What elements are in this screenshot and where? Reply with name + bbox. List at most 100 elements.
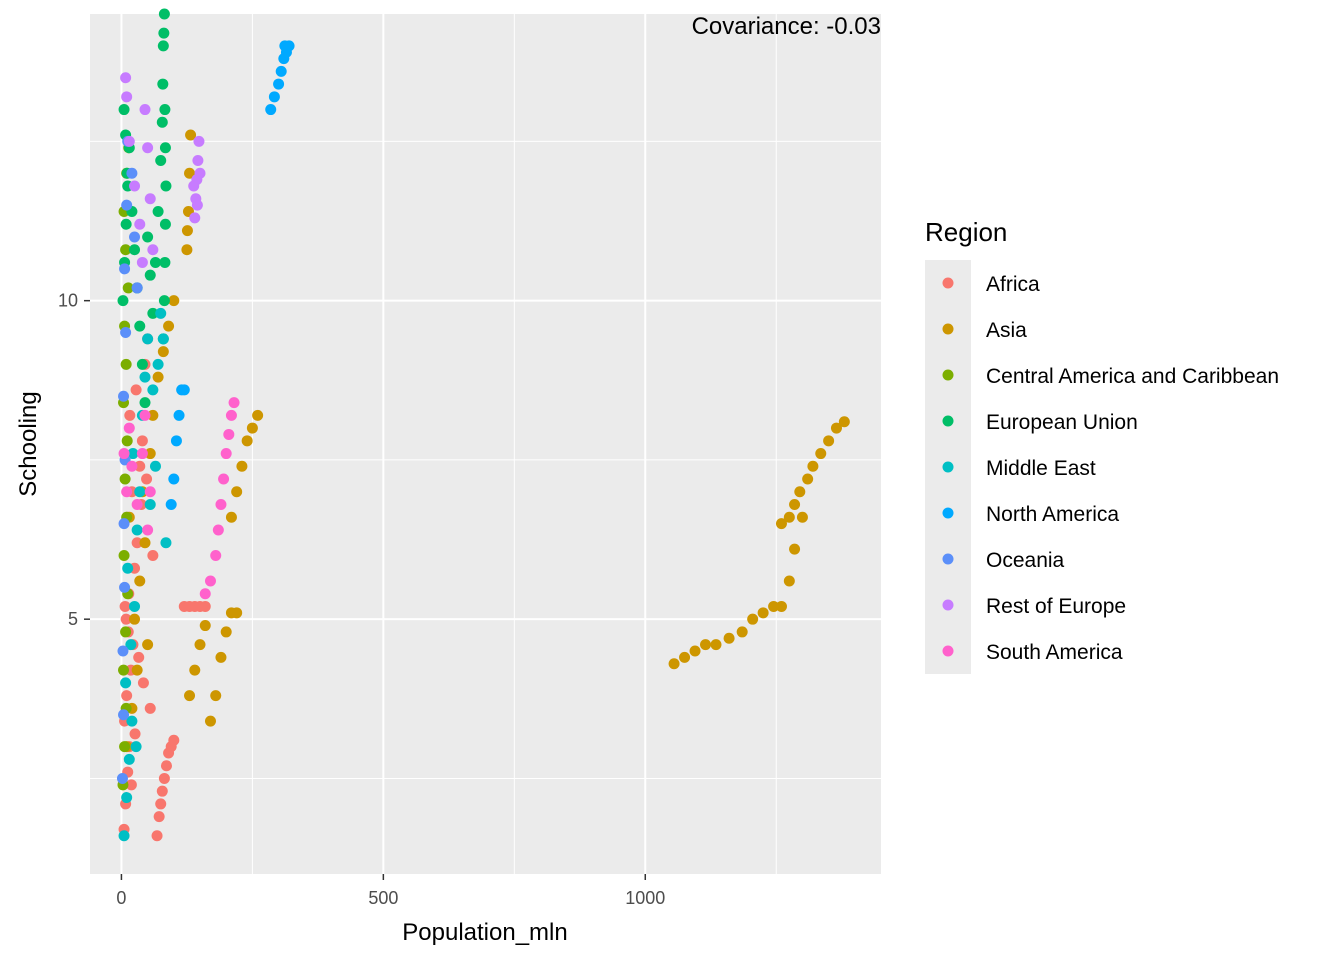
data-point xyxy=(136,435,148,447)
data-point xyxy=(129,600,141,612)
data-point xyxy=(131,524,143,536)
data-point xyxy=(212,524,224,536)
data-point xyxy=(117,645,129,657)
data-point xyxy=(131,499,143,511)
data-point xyxy=(122,562,134,574)
data-point xyxy=(122,282,134,294)
data-point xyxy=(807,460,819,472)
data-point xyxy=(136,256,148,268)
data-point xyxy=(134,486,146,498)
data-point xyxy=(158,8,170,20)
data-point xyxy=(130,384,142,396)
data-point xyxy=(144,486,156,498)
data-point xyxy=(149,256,161,268)
data-point xyxy=(116,772,128,784)
data-point xyxy=(192,155,204,167)
data-point xyxy=(129,613,141,625)
data-point xyxy=(156,116,168,128)
data-point xyxy=(231,607,243,619)
grid-minor xyxy=(90,14,881,874)
data-point xyxy=(757,607,769,619)
data-point xyxy=(118,549,130,561)
data-point xyxy=(118,104,130,116)
data-point xyxy=(118,448,130,460)
data-point xyxy=(158,772,170,784)
data-point xyxy=(225,511,237,523)
data-point xyxy=(118,664,130,676)
legend-key-1 xyxy=(942,323,954,335)
legend: Region Africa Asia Central America and Car… xyxy=(925,217,1279,674)
data-point xyxy=(170,435,182,447)
data-point xyxy=(142,524,154,536)
data-point xyxy=(228,397,240,409)
data-point xyxy=(126,460,138,472)
data-point xyxy=(194,167,206,179)
data-point xyxy=(794,486,806,498)
data-point xyxy=(783,511,795,523)
legend-label-5: North America xyxy=(986,503,1119,526)
data-point xyxy=(136,358,148,370)
data-point xyxy=(160,760,172,772)
data-point xyxy=(120,626,132,638)
data-point xyxy=(120,613,132,625)
series-european-union xyxy=(117,8,172,409)
data-point xyxy=(120,72,132,84)
data-point xyxy=(120,677,132,689)
data-point xyxy=(137,677,149,689)
data-point xyxy=(215,651,227,663)
legend-label-0: Africa xyxy=(986,273,1040,296)
data-point xyxy=(129,180,141,192)
data-point xyxy=(118,830,130,842)
data-point xyxy=(220,448,232,460)
x-axis: 0 500 1000 xyxy=(116,874,665,908)
data-point xyxy=(152,358,164,370)
data-point xyxy=(199,588,211,600)
legend-key-6 xyxy=(942,553,954,565)
data-point xyxy=(139,397,151,409)
data-point xyxy=(204,715,216,727)
data-points xyxy=(116,8,850,842)
data-point xyxy=(149,460,161,472)
data-point xyxy=(129,244,141,256)
y-axis-title: Schooling xyxy=(15,391,42,496)
data-point xyxy=(252,409,264,421)
data-point xyxy=(147,244,159,256)
data-point xyxy=(133,651,145,663)
data-point xyxy=(210,549,222,561)
data-point xyxy=(120,327,132,339)
data-point xyxy=(218,473,230,485)
data-point xyxy=(155,155,167,167)
data-point xyxy=(121,435,133,447)
data-point xyxy=(668,658,680,670)
data-point xyxy=(155,307,167,319)
data-point xyxy=(129,231,141,243)
data-point xyxy=(152,371,164,383)
data-point xyxy=(163,320,175,332)
data-point xyxy=(139,537,151,549)
data-point xyxy=(273,78,285,90)
data-point xyxy=(193,135,205,147)
data-point xyxy=(747,613,759,625)
data-point xyxy=(158,295,170,307)
legend-key-2 xyxy=(942,369,954,381)
data-point xyxy=(159,256,171,268)
data-point xyxy=(199,600,211,612)
data-point xyxy=(181,244,193,256)
data-point xyxy=(118,518,130,530)
data-point xyxy=(157,78,169,90)
data-point xyxy=(736,626,748,638)
data-point xyxy=(796,511,808,523)
data-point xyxy=(173,409,185,421)
data-point xyxy=(121,91,133,103)
data-point xyxy=(231,486,243,498)
data-point xyxy=(279,40,291,52)
legend-label-8: South America xyxy=(986,641,1123,664)
data-point xyxy=(181,225,193,237)
data-point xyxy=(189,664,201,676)
legend-label-2: Central America and Caribbean xyxy=(986,365,1279,388)
data-point xyxy=(147,549,159,561)
data-point xyxy=(118,709,130,721)
data-point xyxy=(129,728,141,740)
data-point xyxy=(775,600,787,612)
data-point xyxy=(119,263,131,275)
